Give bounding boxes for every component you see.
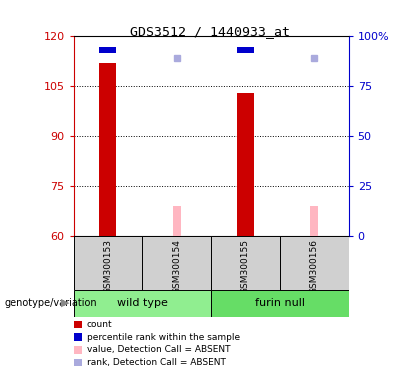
Text: furin null: furin null: [255, 298, 305, 308]
Bar: [211, 236, 280, 290]
Text: GSM300155: GSM300155: [241, 239, 250, 294]
Text: GSM300154: GSM300154: [172, 239, 181, 294]
Bar: [99, 63, 116, 236]
Bar: [74, 290, 211, 317]
Text: GSM300153: GSM300153: [103, 239, 113, 294]
Text: genotype/variation: genotype/variation: [4, 298, 97, 308]
Bar: [280, 236, 349, 290]
Bar: [211, 290, 349, 317]
Bar: [237, 93, 254, 236]
Bar: [142, 236, 211, 290]
Text: wild type: wild type: [117, 298, 168, 308]
Text: ▶: ▶: [61, 298, 69, 308]
Text: percentile rank within the sample: percentile rank within the sample: [87, 333, 240, 342]
Text: value, Detection Call = ABSENT: value, Detection Call = ABSENT: [87, 345, 231, 354]
Text: count: count: [87, 320, 113, 329]
Bar: [74, 236, 142, 290]
Bar: [237, 48, 254, 53]
Text: GSM300156: GSM300156: [310, 239, 319, 294]
Bar: [99, 48, 116, 53]
Bar: [310, 206, 318, 236]
Text: GDS3512 / 1440933_at: GDS3512 / 1440933_at: [130, 25, 290, 38]
Text: rank, Detection Call = ABSENT: rank, Detection Call = ABSENT: [87, 358, 226, 367]
Bar: [173, 206, 181, 236]
